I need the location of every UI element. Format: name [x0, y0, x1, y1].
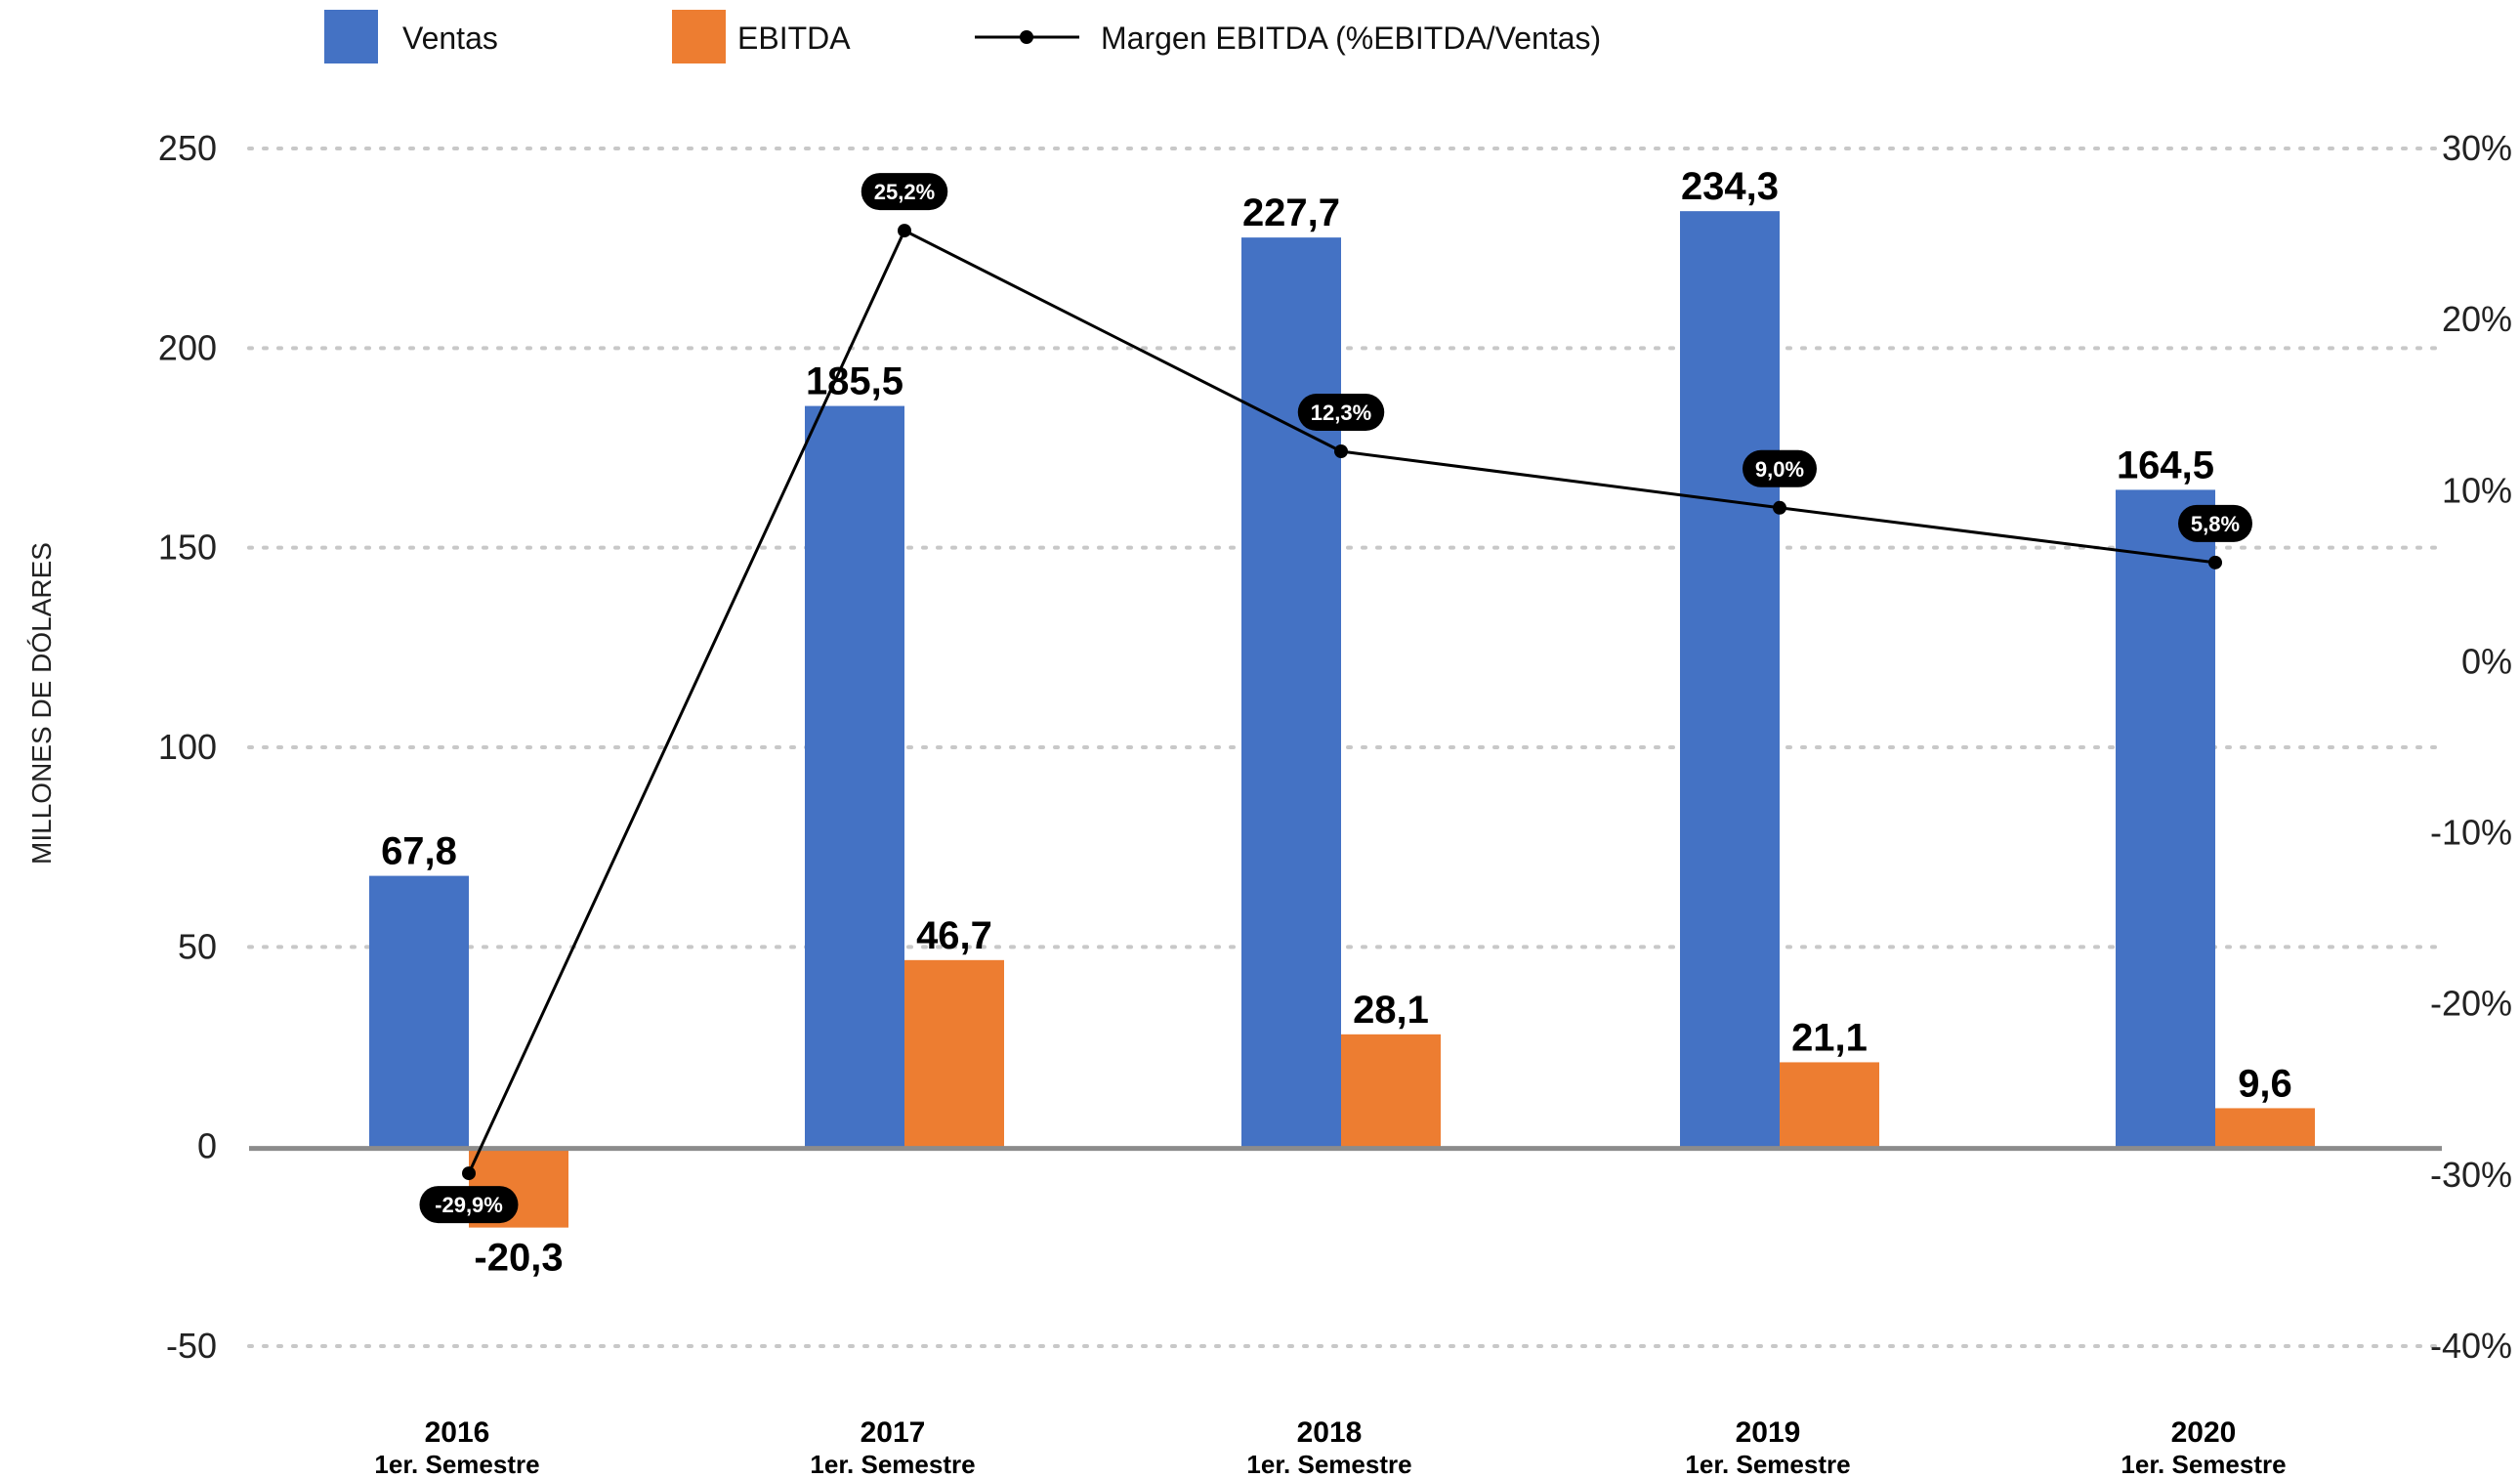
bar-ebitda — [1780, 1062, 1879, 1147]
y2-tick-label: 20% — [2442, 299, 2512, 339]
x-category-subtitle: 1er. Semestre — [2121, 1450, 2286, 1478]
margin-point — [462, 1166, 476, 1181]
legend-swatch-ebitda — [672, 10, 726, 63]
margin-label-pill — [861, 173, 948, 211]
y2-tick-label: -20% — [2430, 984, 2512, 1024]
legend-marker-margen — [1020, 30, 1033, 44]
bar-ventas — [2116, 489, 2215, 1147]
bar-ventas — [805, 405, 904, 1147]
legend-label-ventas: Ventas — [402, 21, 498, 56]
bar-label-ventas: 164,5 — [2117, 443, 2214, 486]
bar-ventas — [1241, 237, 1341, 1147]
y-tick-label: 50 — [178, 926, 217, 966]
y-tick-label: 150 — [158, 528, 217, 568]
x-category-subtitle: 1er. Semestre — [374, 1450, 539, 1478]
y-axis-right: 30% 20% 10% 0% -10% -20% -30% -40% — [2430, 128, 2512, 1366]
y2-tick-label: 10% — [2442, 470, 2512, 510]
y-tick-label: 100 — [158, 727, 217, 767]
y-tick-label: 250 — [158, 128, 217, 168]
y2-tick-label: -40% — [2430, 1326, 2512, 1366]
bar-label-ventas: 234,3 — [1681, 165, 1779, 208]
y-tick-label: 200 — [158, 327, 217, 367]
bar-label-ventas: 67,8 — [381, 830, 457, 873]
margin-point — [898, 224, 911, 238]
bar-label-ebitda: 46,7 — [916, 914, 992, 957]
y2-tick-label: 0% — [2461, 641, 2512, 681]
margin-label-text: 25,2% — [874, 180, 935, 204]
x-category-subtitle: 1er. Semestre — [1685, 1450, 1850, 1478]
y2-tick-label: -10% — [2430, 813, 2512, 853]
x-category-subtitle: 1er. Semestre — [1246, 1450, 1411, 1478]
margin-label-text: 12,3% — [1311, 401, 1371, 425]
margin-label-pill — [1297, 394, 1385, 432]
y-axis-left: 250 200 150 100 50 0 -50 — [158, 128, 217, 1366]
margin-point — [1334, 444, 1348, 459]
x-category-year: 2019 — [1736, 1416, 1801, 1449]
margin-point — [2208, 555, 2222, 570]
bar-label-ebitda: 28,1 — [1353, 989, 1429, 1032]
gridlines — [247, 147, 2444, 1348]
margin-labels: -29,9% 25,2% 12,3% 9,0% 5,8% — [419, 173, 2252, 1224]
y-tick-label: 0 — [197, 1126, 217, 1166]
bar-ebitda — [904, 959, 1004, 1147]
legend-swatch-ventas — [324, 10, 378, 63]
x-category-year: 2020 — [2171, 1416, 2237, 1449]
margin-label-text: 5,8% — [2191, 512, 2240, 536]
y-axis-title: MILLONES DE DÓLARES — [26, 542, 57, 865]
margin-line — [462, 224, 2222, 1181]
y2-tick-label: 30% — [2442, 128, 2512, 168]
x-category-year: 2018 — [1297, 1416, 1363, 1449]
bar-labels: 67,8 -20,3 185,5 46,7 227,7 28,1 234,3 21,1 164,… — [381, 165, 2292, 1279]
bar-label-ventas: 227,7 — [1242, 191, 1340, 234]
bar-ventas — [369, 875, 469, 1147]
bar-label-ebitda: 9,6 — [2238, 1062, 2292, 1105]
x-category-subtitle: 1er. Semestre — [810, 1450, 975, 1478]
legend-label-margen: Margen EBITDA (%EBITDA/Ventas) — [1101, 21, 1601, 56]
y-tick-label: -50 — [166, 1326, 217, 1366]
margin-series-line — [467, 229, 2216, 1174]
bar-label-ebitda: -20,3 — [474, 1237, 563, 1280]
bar-ebitda — [1341, 1034, 1441, 1147]
bar-ebitda — [2215, 1108, 2315, 1147]
bars — [369, 211, 2315, 1228]
bar-ventas — [1680, 211, 1780, 1147]
margin-label-pill — [1743, 449, 1817, 487]
margin-label-pill — [2178, 504, 2252, 542]
margin-label-text: 9,0% — [1755, 457, 1804, 482]
margin-point — [1773, 500, 1786, 515]
legend: Ventas EBITDA Margen EBITDA (%EBITDA/Ven… — [324, 10, 1601, 63]
bar-label-ventas: 185,5 — [806, 360, 903, 403]
margin-label-text: -29,9% — [435, 1193, 503, 1217]
margin-label-pill — [419, 1186, 519, 1224]
y2-tick-label: -30% — [2430, 1155, 2512, 1195]
legend-label-ebitda: EBITDA — [737, 21, 851, 56]
x-category-year: 2017 — [861, 1416, 926, 1449]
x-category-year: 2016 — [425, 1416, 490, 1449]
bar-label-ebitda: 21,1 — [1791, 1016, 1868, 1059]
